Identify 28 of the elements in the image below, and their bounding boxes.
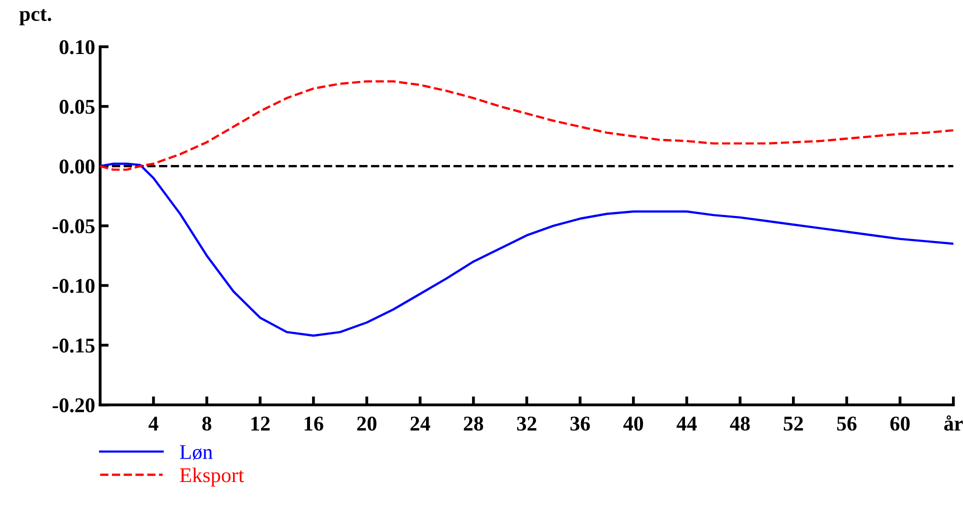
x-tick-label: 28: [464, 416, 484, 431]
x-tick-label: 4: [148, 416, 158, 430]
x-tick-label: 8: [202, 416, 212, 431]
y-tick-label: -0.15: [52, 338, 95, 353]
x-tick-label: år: [944, 415, 963, 431]
x-tick-label: 24: [410, 416, 430, 430]
x-tick-label: 60: [890, 416, 910, 431]
x-tick-label: 40: [623, 416, 644, 431]
x-tick-label: 52: [784, 416, 803, 431]
x-tick-label: 36: [570, 416, 590, 431]
x-tick-label: 48: [730, 416, 750, 431]
y-tick-label: -0.20: [52, 398, 94, 412]
y-tick-label: 0.00: [60, 159, 94, 174]
line-series: [100, 162, 954, 337]
line-series: [100, 80, 954, 171]
x-tick-label: 32: [517, 416, 536, 431]
x-tick-label: 16: [304, 416, 324, 431]
y-tick-label: -0.10: [52, 278, 94, 294]
x-tick-label: 12: [251, 416, 270, 430]
y-tick-label: 0.10: [60, 40, 94, 54]
y-tick-label: -0.05: [52, 219, 95, 234]
legend-label: Eksport: [180, 468, 244, 486]
x-tick-label: 20: [357, 416, 376, 431]
x-tick-label: 56: [837, 416, 857, 431]
x-tick-label: 44: [676, 416, 697, 430]
legend-label: Løn: [180, 445, 213, 460]
y-axis-title: pct.: [19, 9, 52, 26]
y-tick-label: 0.05: [60, 100, 95, 114]
